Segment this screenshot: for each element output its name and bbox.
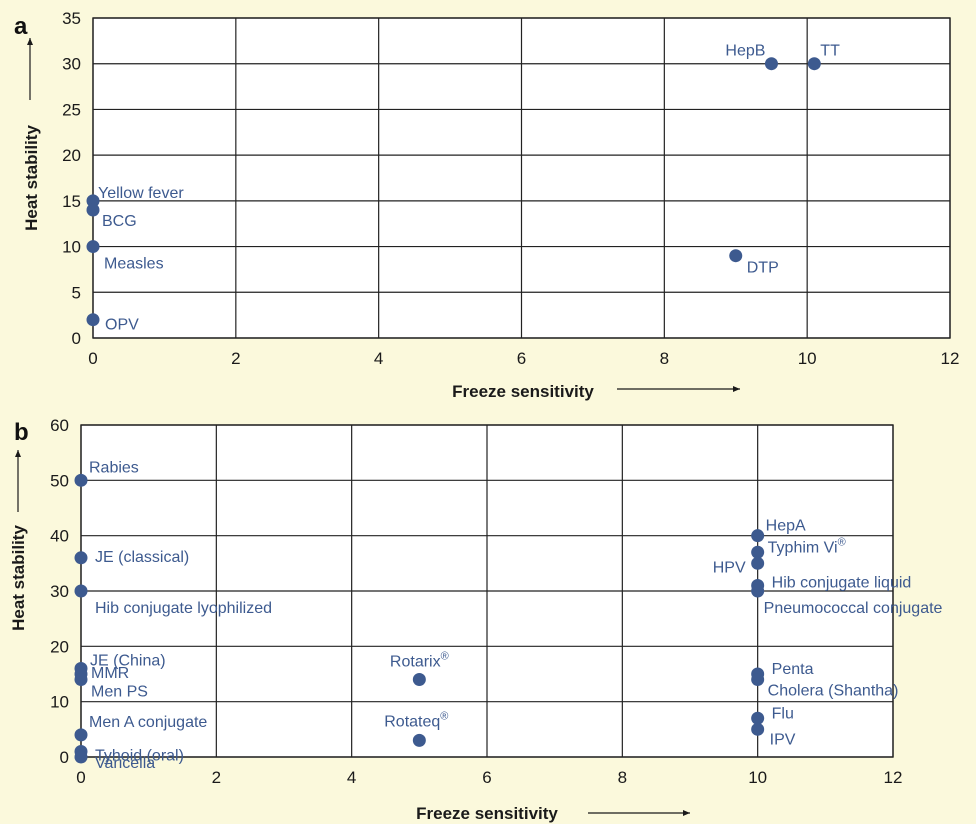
x-tick-label: 4 [374, 349, 383, 368]
data-point [86, 194, 100, 208]
y-tick-label: 0 [72, 329, 81, 348]
x-axis-title: Freeze sensitivity [452, 382, 594, 401]
y-tick-label: 30 [62, 55, 81, 74]
panel-letter: a [14, 13, 28, 40]
x-tick-label: 4 [347, 768, 356, 787]
data-point [751, 722, 765, 736]
data-label: Hib conjugate liquid [772, 574, 912, 591]
y-axis-title: Heat stability [22, 125, 41, 231]
data-point [764, 57, 778, 71]
data-point [751, 545, 765, 559]
y-tick-label: 10 [62, 238, 81, 257]
data-label: Hib conjugate lyophilized [95, 600, 272, 617]
y-tick-label: 10 [50, 693, 69, 712]
x-tick-label: 2 [212, 768, 221, 787]
data-point [74, 551, 88, 565]
data-label: Typhim Vi® [768, 536, 846, 556]
data-point [74, 673, 88, 687]
y-tick-label: 25 [62, 100, 81, 119]
data-point [807, 57, 821, 71]
data-point [751, 529, 765, 543]
data-label: HepB [725, 43, 765, 60]
x-tick-label: 2 [231, 349, 240, 368]
data-point [74, 750, 88, 764]
data-point [86, 240, 100, 254]
x-tick-label: 0 [76, 768, 85, 787]
y-tick-label: 5 [72, 283, 81, 302]
data-label: Rabies [89, 459, 139, 476]
x-tick-label: 8 [660, 349, 669, 368]
x-tick-label: 6 [517, 349, 526, 368]
plot-frame [92, 17, 951, 339]
data-label: MMR [91, 665, 129, 682]
data-label: Rotateq® [384, 710, 448, 730]
data-label: IPV [770, 731, 796, 748]
y-tick-label: 20 [50, 637, 69, 656]
data-label: JE (classical) [95, 549, 189, 566]
data-point [86, 313, 100, 327]
data-label: DTP [747, 260, 779, 277]
data-label: HepA [766, 518, 806, 535]
data-label: TT [820, 43, 840, 60]
data-label: Varicella [95, 755, 155, 772]
x-tick-label: 12 [884, 768, 903, 787]
data-label: Flu [772, 705, 794, 722]
x-tick-label: 12 [941, 349, 960, 368]
data-label: Rotarix® [390, 651, 449, 671]
data-point [751, 673, 765, 687]
data-label: Yellow fever [98, 185, 184, 202]
y-tick-label: 35 [62, 9, 81, 28]
data-label: Men PS [91, 684, 148, 701]
data-point [74, 473, 88, 487]
x-tick-label: 10 [798, 349, 817, 368]
data-label: OPV [105, 317, 139, 334]
chart-panel-a: 0 2 4 6 8 10 12 0 5 10 15 20 25 30 35 a Freeze sensitivi… [14, 9, 959, 401]
data-label: Measles [104, 256, 164, 273]
x-tick-label: 0 [88, 349, 97, 368]
y-tick-label: 40 [50, 527, 69, 546]
data-point [86, 203, 100, 217]
y-tick-label: 0 [60, 748, 69, 767]
data-label: Men A conjugate [89, 714, 207, 731]
data-label: Cholera (Shantha) [768, 683, 899, 700]
y-tick-label: 30 [50, 582, 69, 601]
y-tick-label: 60 [50, 416, 69, 435]
data-point [729, 249, 743, 263]
x-tick-label: 8 [618, 768, 627, 787]
y-tick-label: 20 [62, 146, 81, 165]
data-point [751, 584, 765, 598]
data-label: BCG [102, 213, 137, 230]
panel-letter: b [14, 419, 29, 446]
chart-panel-b: 0 2 4 6 8 10 12 0 10 20 30 40 50 60 b Freeze sensitivit… [9, 416, 943, 823]
x-axis-title: Freeze sensitivity [416, 804, 558, 823]
y-tick-label: 15 [62, 192, 81, 211]
data-label: Pneumococcal conjugate [764, 600, 943, 617]
data-label: HPV [713, 559, 746, 576]
data-point [412, 733, 426, 747]
data-point [412, 673, 426, 687]
x-tick-label: 10 [748, 768, 767, 787]
data-point [74, 728, 88, 742]
data-label: Penta [772, 661, 814, 678]
x-tick-label: 6 [482, 768, 491, 787]
data-label: JE (China) [90, 652, 166, 669]
data-label: Tyhoid (oral) [95, 747, 184, 764]
y-axis-title: Heat stability [9, 525, 28, 631]
data-point [751, 556, 765, 570]
y-tick-label: 50 [50, 471, 69, 490]
data-point [74, 584, 88, 598]
data-point [751, 711, 765, 725]
